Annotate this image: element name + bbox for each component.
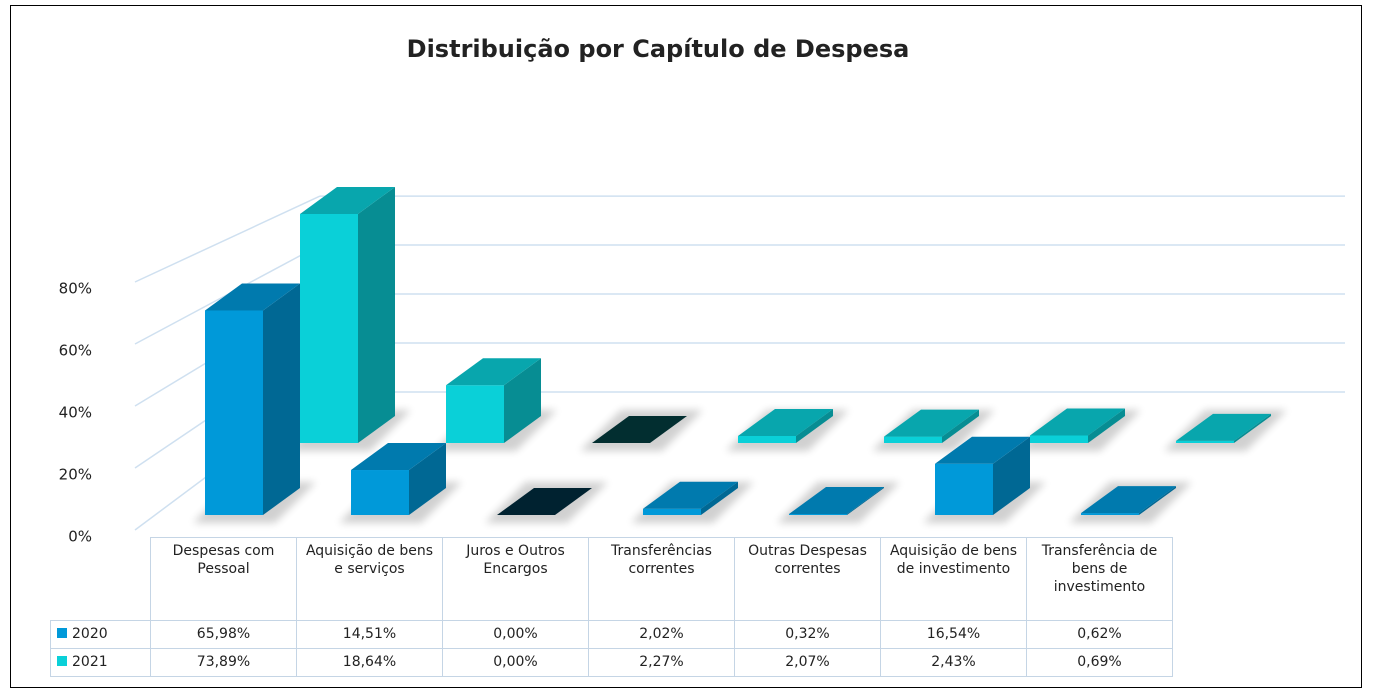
- category-header: Despesas com Pessoal: [150, 537, 297, 621]
- bar-top: [643, 481, 738, 509]
- value-cell-text: 14,51%: [342, 626, 397, 642]
- category-header: Juros e Outros Encargos: [442, 537, 589, 621]
- bar: [643, 508, 701, 515]
- value-cell-text: 2,27%: [639, 654, 684, 670]
- bar-top: [205, 283, 300, 311]
- value-cell: 18,64%: [296, 648, 443, 677]
- bar: [1176, 440, 1234, 443]
- bar: [205, 310, 263, 515]
- grid-line: [134, 195, 321, 283]
- category-header: Transferência de bens de investimento: [1026, 537, 1173, 621]
- bar-side: [796, 408, 833, 443]
- value-cell-text: 73,89%: [196, 654, 251, 670]
- y-tick-label: 40%: [59, 404, 92, 422]
- value-cell-text: 16,54%: [926, 626, 981, 642]
- category-header-text: Transferência de bens de investimento: [1041, 543, 1158, 595]
- category-header-text: Despesas com Pessoal: [172, 543, 275, 577]
- legend-swatch: [57, 656, 67, 666]
- category-header: Aquisição de bens e serviços: [296, 537, 443, 621]
- value-cell: 0,62%: [1026, 620, 1173, 649]
- bar-top: [935, 436, 1030, 464]
- bar: [446, 385, 504, 443]
- category-header: Outras Despesas correntes: [734, 537, 881, 621]
- value-cell-text: 2,07%: [785, 654, 830, 670]
- value-cell: 0,00%: [442, 648, 589, 677]
- bar-top: [592, 416, 687, 443]
- bar-top: [1081, 486, 1176, 514]
- category-header-text: Juros e Outros Encargos: [466, 543, 565, 577]
- bar-side: [504, 358, 541, 443]
- category-header-text: Outras Despesas correntes: [748, 543, 867, 577]
- bar-side: [993, 436, 1030, 515]
- bar: [1081, 513, 1139, 515]
- bar-top: [789, 487, 884, 515]
- bar: [789, 514, 847, 515]
- bar-side: [1234, 413, 1271, 443]
- bar-side: [942, 409, 979, 443]
- bar-top: [497, 488, 592, 515]
- value-cell-text: 2,02%: [639, 626, 684, 642]
- value-cell: 0,69%: [1026, 648, 1173, 677]
- value-cell-text: 0,69%: [1077, 654, 1122, 670]
- category-header: Transferências correntes: [588, 537, 735, 621]
- y-tick-label: 80%: [59, 280, 92, 298]
- value-cell: 2,02%: [588, 620, 735, 649]
- bar: [1030, 435, 1088, 443]
- value-cell-text: 0,00%: [493, 626, 538, 642]
- bar-top: [884, 409, 979, 437]
- bar: [351, 470, 409, 515]
- bar: [738, 435, 796, 443]
- legend-entry: 2020: [50, 620, 151, 649]
- bar-side: [1139, 486, 1176, 515]
- bar-side: [847, 487, 884, 515]
- y-tick-label: 60%: [59, 342, 92, 360]
- category-header-text: Transferências correntes: [611, 543, 712, 577]
- bar-side: [409, 443, 446, 515]
- value-cell: 2,07%: [734, 648, 881, 677]
- y-tick-label: 20%: [59, 466, 92, 484]
- bar-side: [263, 283, 300, 515]
- value-cell: 0,32%: [734, 620, 881, 649]
- bar-top: [300, 186, 395, 214]
- bar-top: [1030, 408, 1125, 436]
- value-cell: 0,00%: [442, 620, 589, 649]
- value-cell-text: 0,62%: [1077, 626, 1122, 642]
- value-cell-text: 0,00%: [493, 654, 538, 670]
- category-header-text: Aquisição de bens de investimento: [889, 543, 1018, 577]
- chart-title: Distribuição por Capítulo de Despesa: [407, 35, 910, 63]
- bar-side: [358, 186, 395, 444]
- value-cell-text: 0,32%: [785, 626, 830, 642]
- bar-top: [1176, 413, 1271, 441]
- value-cell: 16,54%: [880, 620, 1027, 649]
- y-tick-label: 0%: [68, 528, 92, 546]
- category-header: Aquisição de bens de investimento: [880, 537, 1027, 621]
- value-cell-text: 18,64%: [342, 654, 397, 670]
- value-cell: 73,89%: [150, 648, 297, 677]
- frame: [10, 5, 1362, 688]
- value-cell-text: 2,43%: [931, 654, 976, 670]
- bar: [935, 463, 993, 515]
- legend-entry-text: 2021: [72, 654, 108, 670]
- bar: [884, 436, 942, 443]
- legend-entry: 2021: [50, 648, 151, 677]
- value-cell: 2,27%: [588, 648, 735, 677]
- value-cell: 65,98%: [150, 620, 297, 649]
- category-header-text: Aquisição de bens e serviços: [305, 543, 434, 577]
- value-cell-text: 65,98%: [196, 626, 251, 642]
- bar-side: [1088, 408, 1125, 443]
- bar: [300, 213, 358, 443]
- bar-top: [446, 358, 541, 386]
- bar-top: [738, 408, 833, 436]
- bar-top: [351, 443, 446, 471]
- value-cell: 14,51%: [296, 620, 443, 649]
- bar-side: [701, 481, 738, 515]
- legend-entry-text: 2020: [72, 626, 108, 642]
- value-cell: 2,43%: [880, 648, 1027, 677]
- legend-swatch: [57, 628, 67, 638]
